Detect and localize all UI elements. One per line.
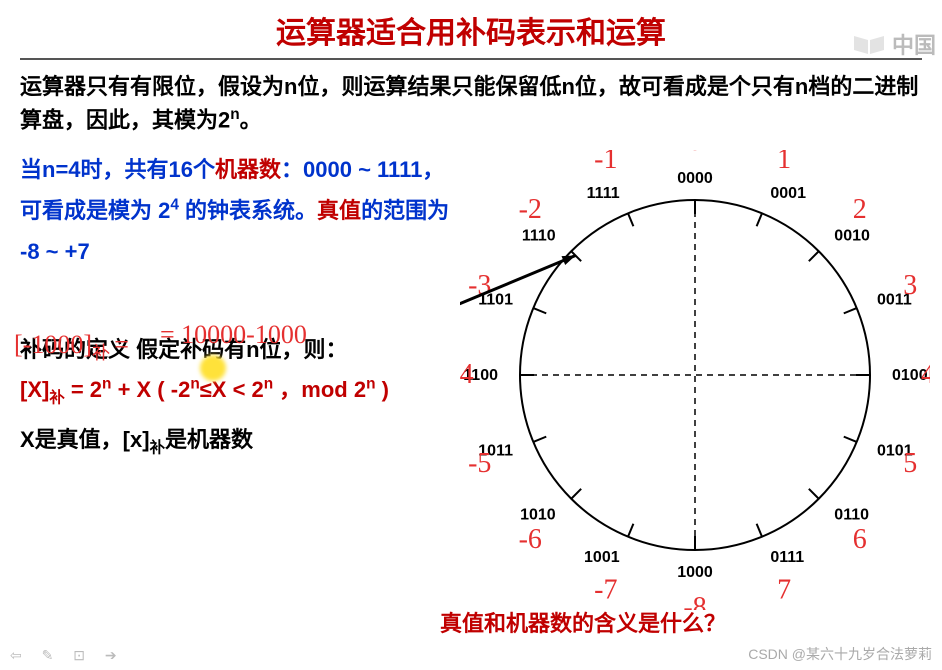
svg-text:-5: -5 bbox=[468, 448, 491, 479]
f-lhs: [X] bbox=[20, 377, 49, 402]
bl-sub: 补 bbox=[150, 439, 165, 456]
p1d: 的钟表系统。 bbox=[179, 198, 317, 223]
slide: 运算器适合用补码表示和运算 中国 运算器只有有限位，假设为n位，则运算结果只能保… bbox=[0, 0, 942, 670]
svg-text:0110: 0110 bbox=[834, 506, 869, 523]
svg-text:0111: 0111 bbox=[770, 549, 804, 566]
svg-text:0000: 0000 bbox=[677, 170, 713, 187]
svg-text:-7: -7 bbox=[594, 574, 617, 605]
watermark-text: 中国 bbox=[892, 28, 936, 60]
svg-text:0010: 0010 bbox=[834, 228, 870, 245]
bl2: 是机器数 bbox=[165, 427, 253, 452]
book-icon bbox=[852, 32, 888, 56]
csdn-watermark: CSDN @某六十九岁合法萝莉 bbox=[748, 644, 932, 664]
slide-title: 运算器适合用补码表示和运算 bbox=[20, 8, 922, 60]
formula: [X]补 = 2n + X ( -2n≤X < 2n ，mod 2n ) bbox=[20, 372, 460, 407]
f-s4: n bbox=[366, 376, 375, 393]
p1b: 机器数 bbox=[215, 157, 281, 182]
subtitle-sup: n bbox=[230, 106, 239, 123]
p1c-sup: 4 bbox=[170, 197, 179, 214]
watermark-top: 中国 bbox=[852, 28, 936, 60]
clock-svg: 0000000011001020011301004010150110601117… bbox=[460, 150, 930, 610]
handwriting-rhs: = 10000-1000 bbox=[160, 320, 307, 350]
svg-text:6: 6 bbox=[853, 524, 867, 555]
svg-text:-2: -2 bbox=[519, 194, 542, 225]
svg-text:0: 0 bbox=[688, 150, 702, 157]
nav-icons: ⇦ ✎ ⊡ ➔ bbox=[10, 647, 125, 664]
handwriting-lhs: [-1000]补= bbox=[14, 330, 129, 365]
subtitle-text: 运算器只有有限位，假设为n位，则运算结果只能保留低n位，故可看成是个只有n档的二… bbox=[20, 74, 918, 132]
clock-diagram: 0000000011001020011301004010150110601117… bbox=[460, 150, 930, 610]
svg-text:7: 7 bbox=[777, 574, 791, 605]
svg-text:4: 4 bbox=[921, 359, 930, 390]
svg-text:-8: -8 bbox=[683, 592, 706, 610]
svg-text:0001: 0001 bbox=[770, 185, 806, 202]
p1e: 真值 bbox=[317, 198, 361, 223]
paragraph-1: 当n=4时，共有16个机器数：0000 ~ 1111，可看成是模为 24 的钟表… bbox=[20, 150, 460, 272]
p1a: 当n=4时，共有16个 bbox=[20, 157, 215, 182]
question: 真值和机器数的含义是什么？ bbox=[440, 606, 726, 638]
left-column: 当n=4时，共有16个机器数：0000 ~ 1111，可看成是模为 24 的钟表… bbox=[20, 150, 460, 457]
f-end: ，mod 2 bbox=[273, 377, 366, 402]
svg-text:2: 2 bbox=[853, 194, 867, 225]
bl1: X是真值，[x] bbox=[20, 427, 150, 452]
svg-text:1110: 1110 bbox=[522, 228, 556, 245]
f-s3: n bbox=[264, 376, 273, 393]
f-mid: = 2 bbox=[65, 377, 102, 402]
hw-sub: 补 bbox=[92, 344, 110, 364]
hw-eq2: = bbox=[114, 330, 129, 359]
svg-text:1001: 1001 bbox=[584, 549, 620, 566]
subtitle: 运算器只有有限位，假设为n位，则运算结果只能保留低n位，故可看成是个只有n档的二… bbox=[20, 70, 922, 136]
hw-lhs: [-1000] bbox=[14, 330, 92, 359]
svg-text:1010: 1010 bbox=[520, 506, 556, 523]
bottom-line: X是真值，[x]补是机器数 bbox=[20, 422, 460, 457]
f-sub: 补 bbox=[49, 390, 64, 407]
f-le: ≤X < 2 bbox=[200, 377, 264, 402]
svg-text:3: 3 bbox=[903, 270, 917, 301]
f-close: ) bbox=[376, 377, 389, 402]
subtitle-end: 。 bbox=[240, 107, 262, 132]
svg-text:-6: -6 bbox=[519, 524, 542, 555]
svg-text:-4: -4 bbox=[460, 359, 474, 390]
svg-text:1000: 1000 bbox=[677, 564, 713, 581]
f-s2: n bbox=[190, 376, 199, 393]
f-plus: + X ( -2 bbox=[111, 377, 190, 402]
svg-text:5: 5 bbox=[903, 448, 917, 479]
svg-text:-1: -1 bbox=[594, 150, 617, 175]
svg-text:1: 1 bbox=[777, 150, 791, 175]
svg-text:1111: 1111 bbox=[587, 185, 620, 202]
